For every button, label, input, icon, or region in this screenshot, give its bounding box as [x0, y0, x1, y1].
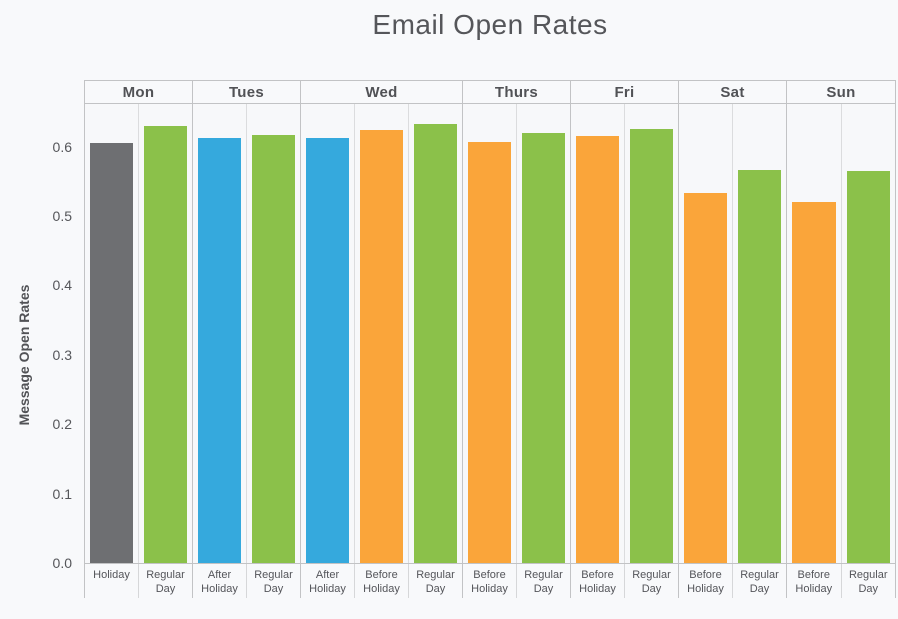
bar-label-sun-regular-day: Regular Day: [840, 564, 896, 598]
bar-slot-thurs-before-holiday: [463, 104, 516, 563]
bar-wed-before-holiday: [360, 130, 403, 563]
bar-thurs-before-holiday: [468, 142, 511, 563]
bar-sat-before-holiday: [684, 193, 727, 563]
bar-slot-wed-before-holiday: [354, 104, 408, 563]
y-tick-0.3: 0.3: [52, 347, 72, 363]
bar-slot-mon-regular-day: [138, 104, 192, 563]
bar-sun-regular-day: [846, 171, 890, 563]
day-group-tues: Tues After Holiday Regular Day: [193, 80, 301, 598]
labels-row-fri: Before Holiday Regular Day: [571, 563, 678, 598]
bars-row-tues: [193, 104, 300, 563]
bar-label-wed-regular-day: Regular Day: [408, 564, 462, 598]
labels-row-mon: Holiday Regular Day: [85, 563, 192, 598]
bar-label-sun-before-holiday: Before Holiday: [795, 569, 833, 596]
bar-label-sat-regular-day: Regular Day: [732, 564, 786, 598]
bar-slot-sun-before-holiday: [787, 104, 841, 563]
day-group-sun: Sun Before Holiday Regular Day: [787, 80, 895, 598]
day-header-mon: Mon: [85, 80, 192, 104]
bars-row-thurs: [463, 104, 570, 563]
bar-slot-fri-regular-day: [624, 104, 678, 563]
day-group-wed: Wed After Holiday Before Holiday Regular Day: [301, 80, 463, 598]
bar-mon-regular-day: [144, 126, 187, 563]
bar-slot-mon-holiday: [85, 104, 138, 563]
bar-label-mon-holiday: Holiday: [93, 569, 130, 581]
bar-tues-after-holiday: [198, 138, 241, 563]
bar-label-fri-regular-day: Regular Day: [624, 564, 678, 598]
day-header-fri: Fri: [571, 80, 678, 104]
y-tick-0.2: 0.2: [52, 416, 72, 432]
day-header-sat: Sat: [679, 80, 786, 104]
bars-row-sun: [787, 104, 895, 563]
bar-slot-sun-regular-day: [840, 104, 895, 563]
bars-row-sat: [679, 104, 786, 563]
bar-label-thurs-regular-day: Regular Day: [516, 564, 570, 598]
labels-row-sun: Before Holiday Regular Day: [787, 563, 895, 598]
bar-wed-after-holiday: [306, 138, 349, 563]
bar-slot-sat-regular-day: [732, 104, 786, 563]
bar-label-mon-regular-day: Regular Day: [138, 564, 192, 598]
bar-label-fri-before-holiday: Before Holiday: [579, 569, 616, 596]
bar-mon-holiday: [90, 143, 133, 563]
bar-slot-thurs-regular-day: [516, 104, 570, 563]
day-header-sun: Sun: [787, 80, 895, 104]
day-header-wed: Wed: [301, 80, 462, 104]
bar-slot-wed-regular-day: [408, 104, 462, 563]
labels-row-sat: Before Holiday Regular Day: [679, 563, 786, 598]
bar-label-tues-after-holiday: After Holiday: [201, 569, 238, 596]
plot-area: Mon Holiday Regular Day Tues After Holiday Regu…: [84, 80, 896, 598]
y-axis-ticks: 0.0 0.1 0.2 0.3 0.4 0.5 0.6: [0, 0, 72, 619]
bar-wed-regular-day: [414, 124, 457, 563]
bar-label-wed-after-holiday: After Holiday: [309, 569, 346, 596]
y-tick-0.0: 0.0: [52, 555, 72, 571]
day-group-mon: Mon Holiday Regular Day: [85, 80, 193, 598]
bar-slot-tues-regular-day: [246, 104, 300, 563]
y-tick-0.5: 0.5: [52, 208, 72, 224]
bar-label-sat-before-holiday: Before Holiday: [687, 569, 724, 596]
bar-slot-wed-after-holiday: [301, 104, 354, 563]
day-group-sat: Sat Before Holiday Regular Day: [679, 80, 787, 598]
bar-fri-before-holiday: [576, 136, 619, 563]
day-header-tues: Tues: [193, 80, 300, 104]
day-group-fri: Fri Before Holiday Regular Day: [571, 80, 679, 598]
bar-fri-regular-day: [630, 129, 673, 563]
labels-row-wed: After Holiday Before Holiday Regular Day: [301, 563, 462, 598]
bar-label-tues-regular-day: Regular Day: [246, 564, 300, 598]
chart-title: Email Open Rates: [372, 9, 608, 40]
bar-sat-regular-day: [738, 170, 781, 563]
bar-label-thurs-before-holiday: Before Holiday: [471, 569, 508, 596]
bars-row-fri: [571, 104, 678, 563]
bar-slot-sat-before-holiday: [679, 104, 732, 563]
labels-row-thurs: Before Holiday Regular Day: [463, 563, 570, 598]
bars-row-mon: [85, 104, 192, 563]
bar-label-wed-before-holiday: Before Holiday: [354, 564, 408, 598]
day-header-thurs: Thurs: [463, 80, 570, 104]
bar-thurs-regular-day: [522, 133, 565, 563]
day-group-thurs: Thurs Before Holiday Regular Day: [463, 80, 571, 598]
y-tick-0.1: 0.1: [52, 486, 72, 502]
bar-slot-tues-after-holiday: [193, 104, 246, 563]
bar-slot-fri-before-holiday: [571, 104, 624, 563]
bars-row-wed: [301, 104, 462, 563]
bar-tues-regular-day: [252, 135, 295, 563]
y-tick-0.4: 0.4: [52, 277, 72, 293]
bar-sun-before-holiday: [792, 202, 836, 563]
y-tick-0.6: 0.6: [52, 139, 72, 155]
labels-row-tues: After Holiday Regular Day: [193, 563, 300, 598]
